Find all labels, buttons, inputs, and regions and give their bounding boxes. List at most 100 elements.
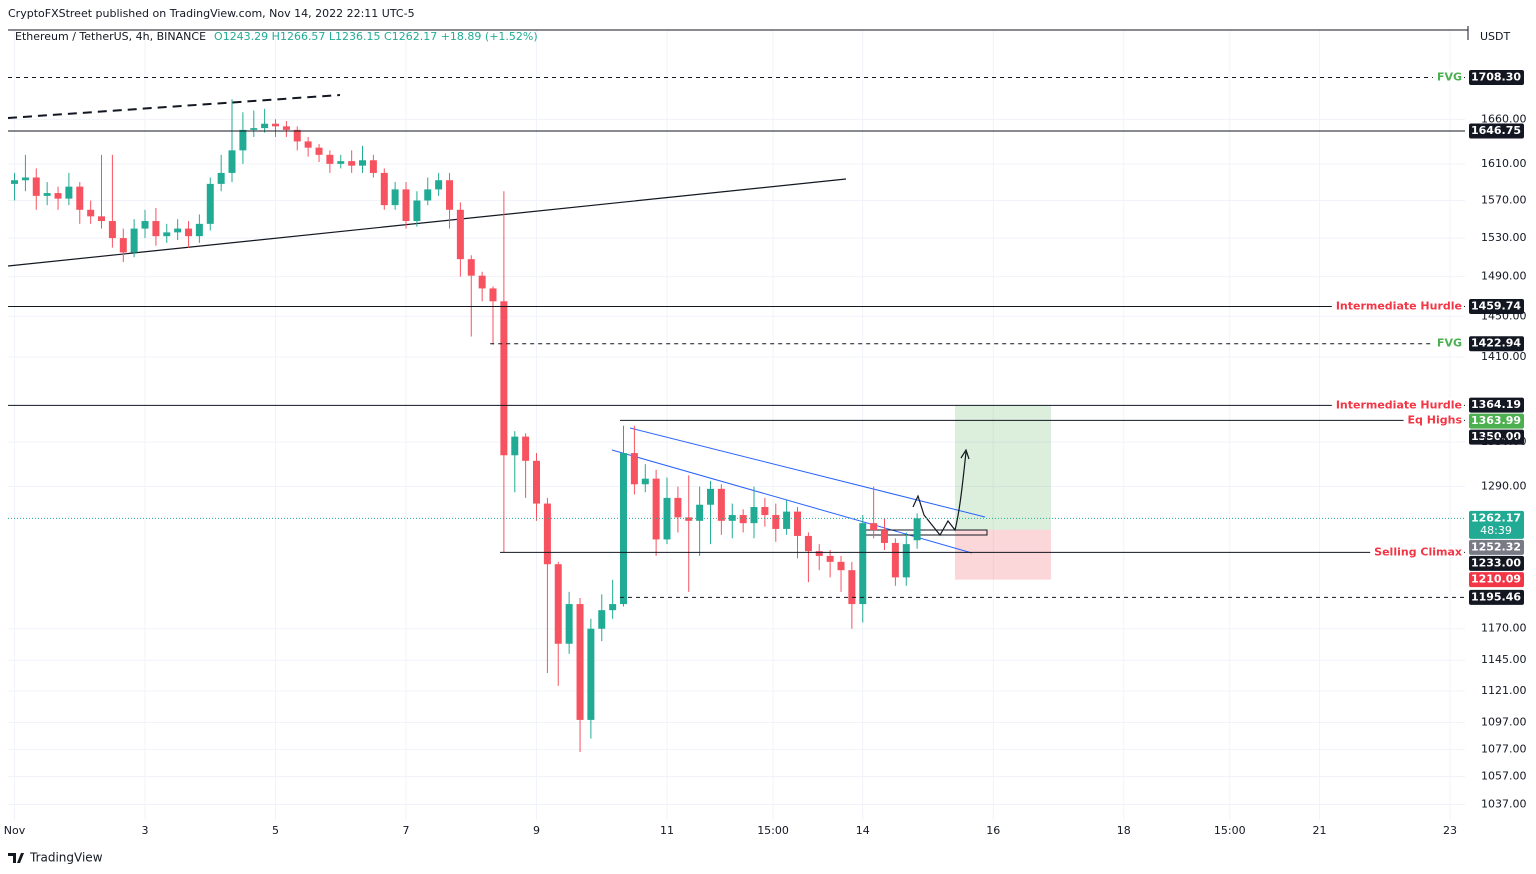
candle-body <box>815 551 823 556</box>
candle-body <box>21 177 29 181</box>
candle-body <box>315 147 323 155</box>
price-tag-label: 1646.75 <box>1471 124 1521 137</box>
ohlc: O1243.29 H1266.57 L1236.15 C1262.17 +18.… <box>214 30 538 43</box>
candle-body <box>98 216 106 222</box>
candle-body <box>663 497 671 540</box>
level-name: FVG <box>1437 71 1462 84</box>
candle-body <box>130 228 138 253</box>
candle-body <box>587 628 595 720</box>
y-tick-label: 1121.00 <box>1481 684 1527 697</box>
level-name-bg <box>1403 413 1464 428</box>
x-tick-label: 5 <box>272 824 279 837</box>
candle-body <box>217 172 225 184</box>
y-tick-label: 1170.00 <box>1481 622 1527 635</box>
grid <box>8 30 1465 820</box>
candles <box>11 99 921 753</box>
candle-body <box>891 542 899 578</box>
candle-body <box>859 523 867 605</box>
candle-body <box>369 160 377 173</box>
candle-body <box>76 186 84 210</box>
loss-zone <box>955 529 1051 580</box>
price-tag-label: 1252.32 <box>1471 540 1521 553</box>
price-tag <box>1469 589 1524 605</box>
price-tag-label: 1210.09 <box>1471 573 1521 586</box>
level-name-bg <box>1331 398 1464 413</box>
candle-body <box>293 129 301 142</box>
level-name-bg <box>1370 545 1464 560</box>
x-tick-label: 9 <box>533 824 540 837</box>
candle-body <box>533 460 541 504</box>
level-name-bg <box>1331 299 1464 314</box>
level-name: Selling Climax <box>1374 545 1462 558</box>
y-tick-label: 1097.00 <box>1481 716 1527 729</box>
path-arrow <box>912 448 970 537</box>
candle-body <box>717 488 725 521</box>
candle-body <box>206 183 214 224</box>
candle-body <box>772 515 780 529</box>
candle-body <box>511 436 519 456</box>
price-tag-label: 1459.74 <box>1471 300 1521 313</box>
price-tag <box>1469 123 1524 139</box>
candle-body <box>282 126 290 130</box>
candle-body <box>413 200 421 222</box>
y-tick-label: 1057.00 <box>1481 770 1527 783</box>
triangle-line <box>611 449 973 554</box>
price-tag <box>1469 397 1524 413</box>
candle-body <box>228 150 236 173</box>
candle-body <box>467 259 475 276</box>
candle-body <box>478 275 486 289</box>
candle-body <box>348 161 356 166</box>
candle-body <box>250 128 258 130</box>
candle-body <box>446 180 454 210</box>
price-tag <box>1469 429 1524 445</box>
candle-body <box>848 570 856 605</box>
candle-body <box>65 186 73 199</box>
candle-body <box>761 507 769 516</box>
candle-body <box>543 503 551 565</box>
price-tag <box>1469 413 1524 429</box>
x-tick-label: 15:00 <box>757 824 789 837</box>
candle-body <box>794 511 802 536</box>
candle-body <box>554 564 562 644</box>
x-tick-label: Nov <box>4 824 26 837</box>
currency: USDT <box>1480 30 1511 43</box>
x-tick-label: 14 <box>856 824 870 837</box>
candle-body <box>870 523 878 531</box>
level-name: Intermediate Hurdle <box>1336 300 1462 313</box>
candle-body <box>174 228 182 233</box>
y-tick-label: 1610.00 <box>1481 157 1527 170</box>
candle-body <box>119 238 127 253</box>
candle-body <box>804 535 812 552</box>
candle-body <box>902 544 910 578</box>
y-tick-label: 1410.00 <box>1481 350 1527 363</box>
candle-body <box>43 193 51 196</box>
price-tag-label: 1422.94 <box>1471 337 1521 350</box>
level-name: Eq Highs <box>1408 413 1463 426</box>
candle-body <box>598 610 606 629</box>
x-tick-label: 16 <box>986 824 1000 837</box>
price-tag-label: 1195.46 <box>1471 590 1521 603</box>
y-tick-label: 1490.00 <box>1481 270 1527 283</box>
x-tick-label: 21 <box>1312 824 1326 837</box>
candle-body <box>652 478 660 540</box>
candle-body <box>32 177 40 196</box>
candle-body <box>609 604 617 611</box>
drawings <box>7 94 1051 580</box>
y-tick-label: 1037.00 <box>1481 797 1527 810</box>
x-tick-label: 11 <box>660 824 674 837</box>
x-tick-label: 18 <box>1117 824 1131 837</box>
candle-body <box>489 288 497 302</box>
candle-body <box>783 511 791 529</box>
candle-body <box>358 160 366 166</box>
candle-body <box>391 189 399 206</box>
price-tag-label: 1363.99 <box>1471 414 1521 427</box>
candle-body <box>456 209 464 260</box>
candle-body <box>402 189 410 222</box>
candle-body <box>195 223 203 237</box>
candle-body <box>641 478 649 485</box>
candle-body <box>565 604 573 644</box>
price-tag <box>1469 70 1524 86</box>
candle-body <box>913 518 921 541</box>
